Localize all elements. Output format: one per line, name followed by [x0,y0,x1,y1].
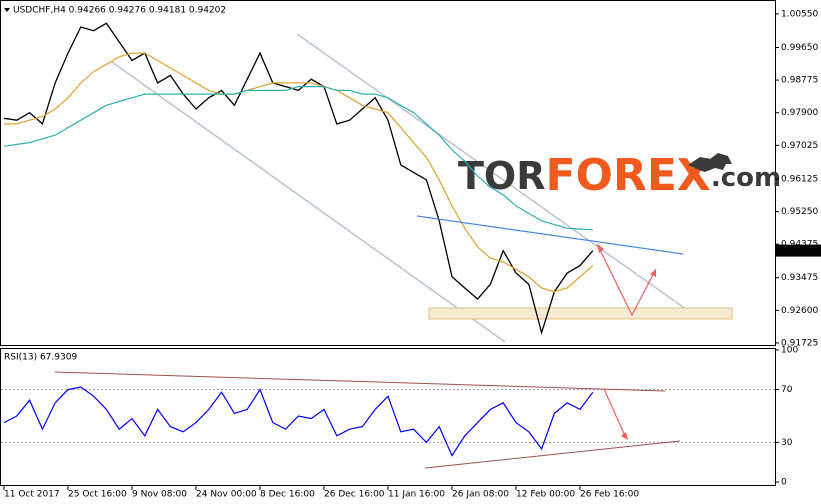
y-tick-label: 0.96125 [781,174,818,184]
x-tick-label: 25 Oct 16:00 [68,490,127,500]
price-label: 0.94202 [780,246,817,256]
watermark-part: FOREX [546,150,711,201]
logo-bull [688,153,732,172]
price-box [776,244,821,257]
resistance-line [416,215,684,255]
forecast-arrow [596,243,657,317]
channel-line [296,33,691,313]
y-tick-label: 0.91725 [781,338,818,348]
x-tick-label: 11 Jan 16:00 [388,490,445,500]
rsi-trendline [54,371,666,392]
menu-triangle [4,8,10,12]
watermark-part: TOR [458,154,546,198]
series-line [3,22,594,336]
x-tick-label: 8 Dec 16:00 [260,490,315,500]
forecast-arrow [603,388,627,439]
y-tick-label: 70 [781,385,793,395]
y-tick-label: 0.97025 [781,141,818,151]
arrow-head [621,432,628,440]
y-tick-label: 0.95250 [781,207,818,217]
x-tick-label: 26 Feb 16:00 [580,490,639,500]
series-line [3,86,593,231]
y-tick-label: 0.99650 [781,43,818,53]
y-tick-label: 0.97900 [781,108,818,118]
series-line [4,52,594,293]
support-zone [428,307,733,320]
y-tick-label: 0.98775 [781,76,818,86]
y-tick-label: 30 [781,438,793,448]
y-tick-label: 100 [781,346,798,356]
channel-line [111,61,506,343]
y-tick-label: 1.00550 [781,9,818,19]
x-tick-label: 9 Nov 08:00 [132,490,187,500]
watermark: TORFOREX.com [458,150,781,201]
chart-title: USDCHF,H4 0.94266 0.94276 0.94181 0.9420… [13,6,226,16]
x-tick-label: 12 Feb 00:00 [516,490,575,500]
x-tick-label: 24 Nov 00:00 [196,490,257,500]
rsi-title: RSI(13) 67.9309 [4,353,77,363]
series-line [3,386,594,457]
x-tick-label: 26 Dec 16:00 [324,490,385,500]
rsi-pane [0,348,776,486]
y-tick-label: 0.92600 [781,306,818,316]
y-tick-label: 0.93475 [781,273,818,283]
x-tick-label: 26 Jan 08:00 [452,490,509,500]
rsi-trendline [424,440,681,469]
y-tick-label: 0 [781,478,787,488]
x-tick-label: 11 Oct 2017 [4,490,60,500]
